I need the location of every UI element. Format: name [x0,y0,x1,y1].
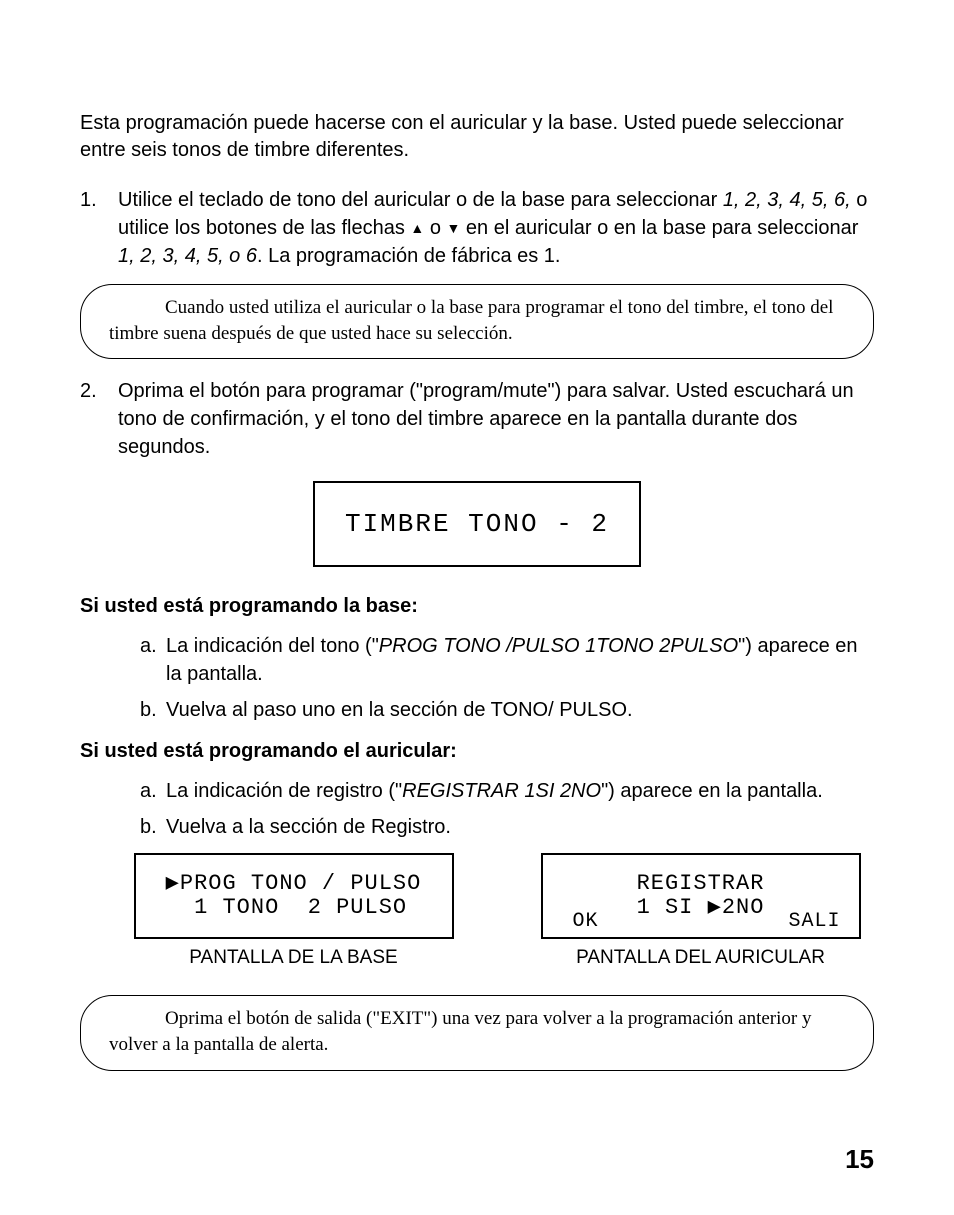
handset-step-b: b. Vuelva a la sección de Registro. [140,813,874,841]
handset-screen-box: REGISTRAR 1 SI ▶2NO OK SALI [541,853,861,939]
step-2-body: Oprima el botón para programar ("program… [118,377,874,461]
handset-screen-ok: OK [573,910,599,933]
step-1: 1. Utilice el teclado de tono del auricu… [80,186,874,270]
note-box-1: Cuando usted utiliza el auricular o la b… [80,284,874,359]
step-1-mid-o: o [424,217,446,239]
handset-screen-caption: PANTALLA DEL AURICULAR [576,947,825,969]
base-screen-line2: 1 TONO 2 PULSO [180,895,407,920]
screens-row: ▶PROG TONO / PULSO 1 TONO 2 PULSO PANTAL… [120,853,874,969]
step-2-number: 2. [80,377,118,461]
step-1-body: Utilice el teclado de tono del auricular… [118,186,874,270]
base-heading: Si usted está programando la base: [80,595,874,618]
base-screen-column: ▶PROG TONO / PULSO 1 TONO 2 PULSO PANTAL… [120,853,467,969]
base-screen-caption: PANTALLA DE LA BASE [189,947,397,969]
arrow-down-icon: ▼ [447,219,461,239]
base-a-italic: PROG TONO /PULSO 1TONO 2PULSO [379,635,738,657]
handset-a-lead: La indicación de registro (" [166,780,402,802]
handset-a-letter: a. [140,777,166,805]
step-1-tail: . La programación de fábrica es 1. [257,245,561,267]
base-screen-box: ▶PROG TONO / PULSO 1 TONO 2 PULSO [134,853,454,939]
intro-paragraph: Esta programación puede hacerse con el a… [80,110,874,164]
handset-a-italic: REGISTRAR 1SI 2NO [402,780,601,802]
step-1-number: 1. [80,186,118,270]
handset-a-tail: ") aparece en la pantalla. [601,780,823,802]
base-screen-content: ▶PROG TONO / PULSO 1 TONO 2 PULSO [136,872,452,920]
base-a-letter: a. [140,632,166,688]
handset-heading: Si usted está programando el auricular: [80,740,874,763]
handset-step-a: a. La indicación de registro ("REGISTRAR… [140,777,874,805]
base-b-body: Vuelva al paso uno en la sección de TONO… [166,696,874,724]
handset-screen-column: REGISTRAR 1 SI ▶2NO OK SALI PANTALLA DEL… [527,853,874,969]
base-step-a: a. La indicación del tono ("PROG TONO /P… [140,632,874,688]
handset-screen-sali: SALI [788,910,840,933]
step-1-italics-1: 1, 2, 3, 4, 5, 6, [723,189,851,211]
lcd-main-text: TIMBRE TONO - 2 [345,509,609,539]
base-b-letter: b. [140,696,166,724]
step-1-mid2: en el auricular o en la base para selecc… [460,217,858,239]
handset-b-body: Vuelva a la sección de Registro. [166,813,874,841]
handset-screen-line1: REGISTRAR [637,871,765,896]
note-box-2: Oprima el botón de salida ("EXIT") una v… [80,995,874,1070]
page-number: 15 [845,1144,874,1175]
handset-b-letter: b. [140,813,166,841]
step-1-italics-2: 1, 2, 3, 4, 5, o 6 [118,245,257,267]
base-a-body: La indicación del tono ("PROG TONO /PULS… [166,632,874,688]
note-1-text: Cuando usted utiliza el auricular o la b… [109,297,833,344]
base-step-b: b. Vuelva al paso uno en la sección de T… [140,696,874,724]
step-1-lead: Utilice el teclado de tono del auricular… [118,189,723,211]
base-a-lead: La indicación del tono (" [166,635,379,657]
step-2: 2. Oprima el botón para programar ("prog… [80,377,874,461]
arrow-up-icon: ▲ [410,219,424,239]
note-2-text: Oprima el botón de salida ("EXIT") una v… [109,1008,811,1055]
handset-screen-line2: 1 SI ▶2NO [637,895,765,920]
handset-a-body: La indicación de registro ("REGISTRAR 1S… [166,777,874,805]
lcd-display-main: TIMBRE TONO - 2 [313,481,641,567]
base-screen-line1: ▶PROG TONO / PULSO [166,871,422,896]
